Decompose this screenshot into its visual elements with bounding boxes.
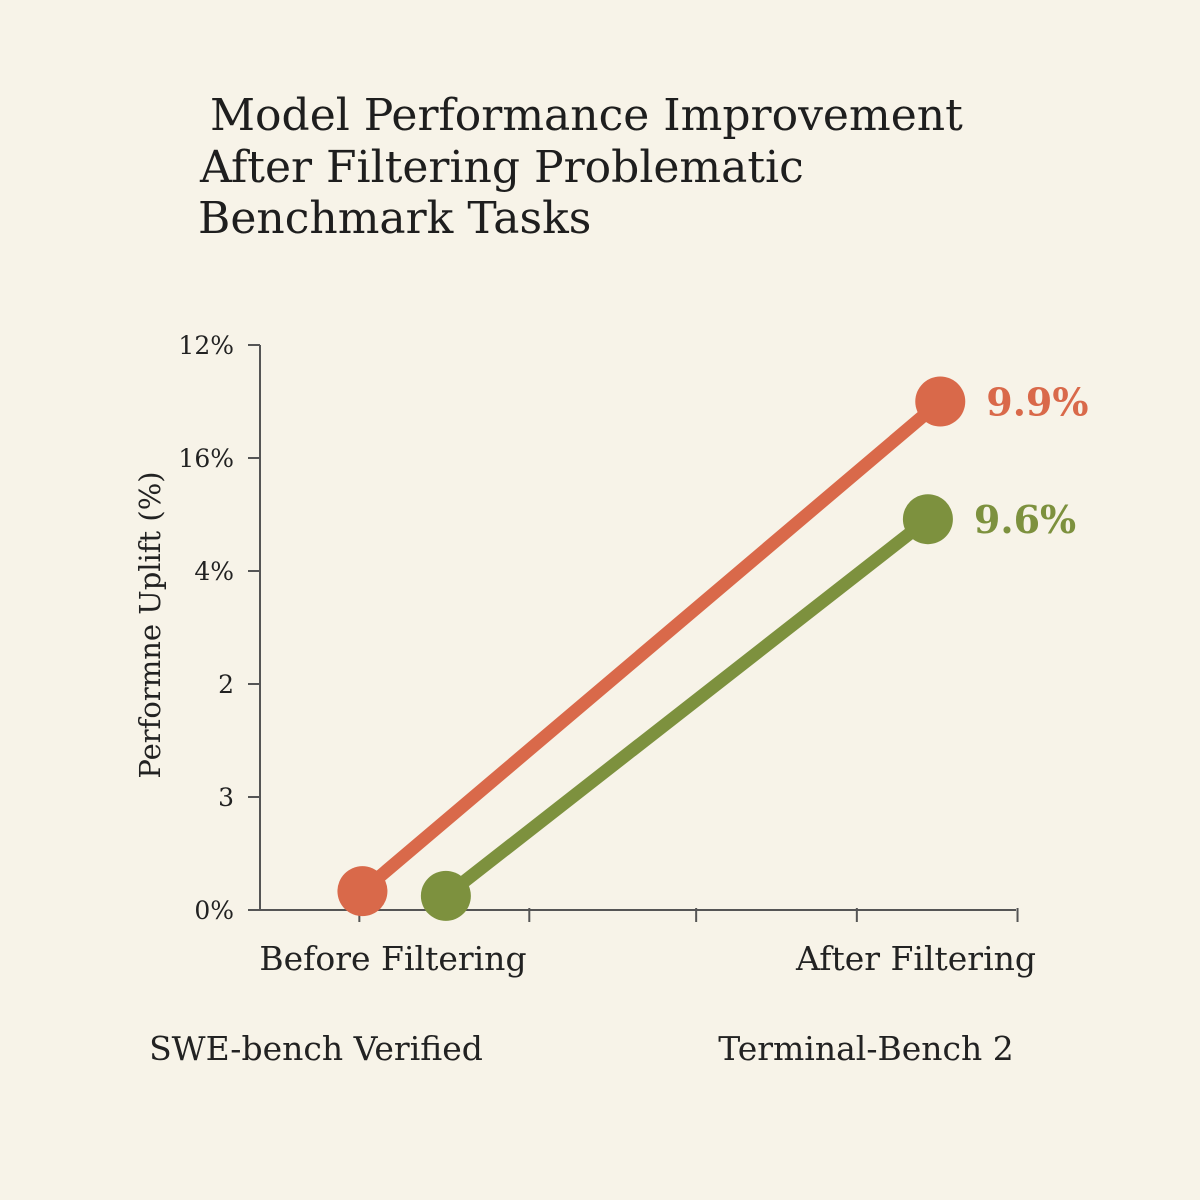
- category-label-after: After Filtering: [795, 939, 1036, 978]
- chart-title-line-1: Model Performance Improvement: [210, 90, 963, 141]
- benchmark-label-swe: SWE-bench Verified: [149, 1029, 483, 1068]
- y-tick-label: 0%: [194, 896, 234, 925]
- y-tick-label: 12%: [178, 331, 234, 360]
- benchmark-label-terminal: Terminal-Bench 2: [718, 1029, 1014, 1068]
- y-tick-label: 3: [218, 783, 234, 812]
- chart-title-line-3: Benchmark Tasks: [198, 193, 591, 244]
- series-1-point-1: [902, 494, 953, 545]
- series-0-point-0: [337, 866, 388, 917]
- y-ticks: 12% 16% 4% 2 3 0%: [178, 331, 260, 925]
- series-0-end-label: 9.9%: [986, 380, 1088, 425]
- series-layer: 9.9% 9.6%: [337, 376, 1088, 921]
- series-1-point-0: [420, 870, 471, 921]
- series-line-0: [355, 395, 947, 898]
- series-0-point-1: [915, 376, 966, 427]
- y-tick-label: 2: [218, 670, 234, 699]
- chart-title-line-2: After Filtering Problematic: [199, 142, 804, 193]
- y-axis-label: Performne Uplift (%): [133, 471, 167, 778]
- category-label-before: Before Filtering: [259, 939, 526, 978]
- series-1-end-label: 9.6%: [974, 497, 1076, 542]
- y-tick-label: 16%: [178, 444, 234, 473]
- series-line-1: [439, 512, 935, 903]
- y-tick-label: 4%: [194, 557, 234, 586]
